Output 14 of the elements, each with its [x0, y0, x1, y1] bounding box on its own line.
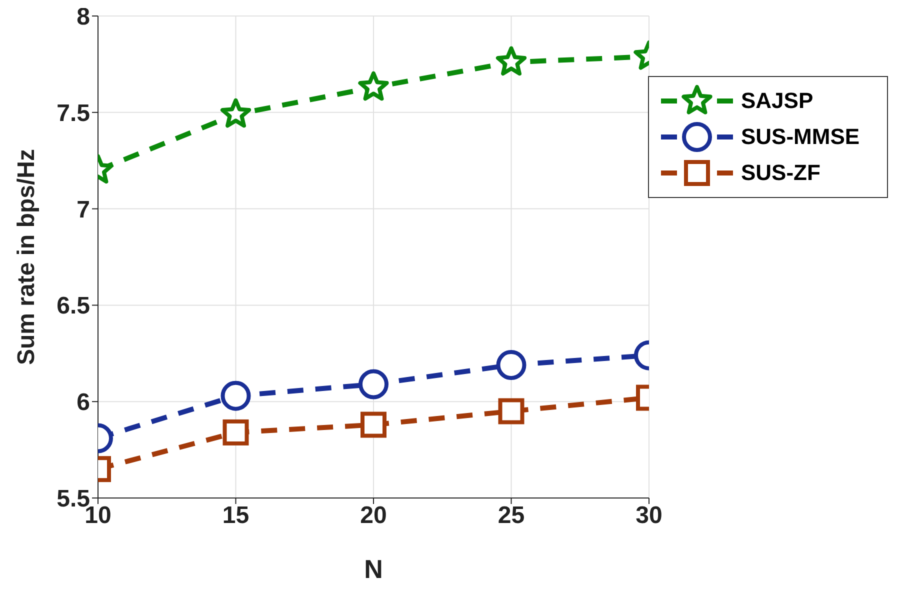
- y-tick-label: 7: [76, 196, 90, 224]
- x-tick-label: 20: [360, 502, 387, 530]
- x-tick-label: 25: [498, 502, 525, 530]
- legend-label: SAJSP: [741, 88, 814, 114]
- y-tick-label: 6: [76, 389, 90, 416]
- y-axis-title: Sum rate in bps/Hz: [13, 148, 40, 366]
- x-axis-title: N: [364, 554, 383, 584]
- x-tick-label: 30: [636, 502, 662, 530]
- y-tick-label: 7.5: [56, 100, 90, 127]
- legend-label: SUS-ZF: [741, 160, 820, 186]
- x-tick-label: 15: [222, 502, 250, 530]
- y-tick-label: 8: [76, 4, 90, 31]
- legend-label: SUS-MMSE: [741, 124, 860, 150]
- y-tick-label: 6.5: [56, 292, 90, 320]
